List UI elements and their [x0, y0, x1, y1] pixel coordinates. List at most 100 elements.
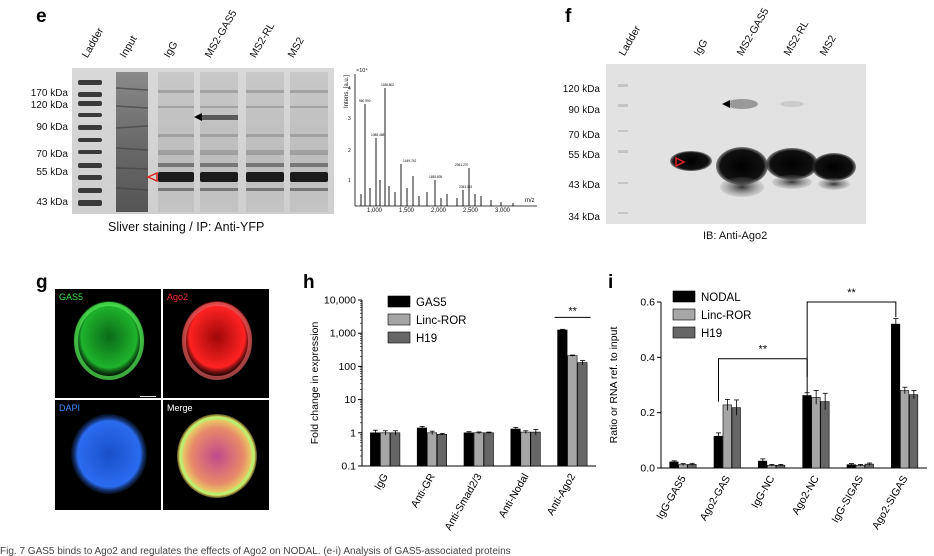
svg-text:1449.742: 1449.742 [403, 159, 417, 163]
bar [731, 407, 741, 469]
mw-marker: 90 kDa [36, 122, 68, 133]
mw-marker: 90 kDa [568, 105, 600, 116]
ms-xtick: 1,000 [367, 208, 383, 214]
legend-label: Linc-ROR [701, 310, 751, 322]
svg-text:1188.802: 1188.802 [381, 83, 394, 87]
x-tick-label: Ago2-GAS [698, 474, 733, 523]
ms-ytick: 1 [348, 178, 351, 184]
y-tick-label: 10,000 [324, 295, 356, 307]
bar [520, 431, 531, 467]
lane-label: MS2 [285, 35, 307, 60]
western-blot-image [606, 64, 866, 224]
x-tick-label: Ago2-NC [790, 473, 822, 517]
lane-label: MS2-RL [247, 20, 278, 60]
legend-swatch [387, 313, 411, 326]
bar [802, 395, 812, 469]
legend-label: H19 [416, 333, 437, 345]
significance-bracket [806, 301, 897, 377]
x-tick-label: Anti-Nodal [496, 472, 531, 520]
bar [713, 435, 723, 469]
x-tick-label: IgG-GAS5 [654, 473, 689, 521]
mw-marker: 70 kDa [568, 130, 600, 141]
bar [483, 432, 494, 467]
bar [426, 432, 437, 467]
bar [530, 431, 541, 467]
bar [820, 401, 830, 469]
ms-yexp: ×10⁴ [356, 68, 368, 74]
mw-marker: 55 kDa [36, 167, 68, 178]
y-tick-label: 0.2 [640, 407, 655, 419]
bar [510, 428, 521, 467]
x-tick-label: Ago2-SIGAS [870, 474, 910, 532]
ms-ytick: 4 [348, 86, 351, 92]
channel-label-ago2: Ago2 [167, 292, 189, 302]
figure-caption-footer: Fig. 7 GAS5 binds to Ago2 and regulates … [0, 546, 511, 556]
x-tick-label: Anti-Ago2 [545, 471, 579, 517]
black-arrowhead-marker [194, 113, 202, 121]
panel-label-h: h [303, 272, 315, 293]
ms-xtick: 1,500 [399, 208, 415, 214]
y-axis-label: Fold change in expression [309, 322, 321, 445]
channel-label-dapi: DAPI [59, 403, 81, 413]
lane-label: MS2-GAS5 [202, 8, 240, 60]
panel-label-f: f [565, 6, 572, 27]
ms-xtick: 2,000 [431, 208, 447, 214]
svg-text:1655.805: 1655.805 [429, 175, 443, 179]
legend-label: NODAL [701, 292, 741, 304]
red-arrowhead-marker [675, 156, 686, 168]
legend-swatch [387, 295, 411, 308]
channel-label-merge: Merge [167, 403, 193, 413]
x-tick-label: IgG [372, 472, 391, 493]
mw-marker: 55 kDa [568, 150, 600, 161]
lane-label: MS2-GAS5 [734, 6, 772, 58]
mw-marker: 170 kDa [30, 88, 68, 99]
svg-text:1088.468: 1088.468 [371, 133, 385, 137]
x-tick-label: IgG-SIGAS [829, 474, 866, 525]
x-tick-label: IgG-NC [749, 473, 777, 510]
y-tick-label: 1 [350, 427, 356, 439]
legend-label: H19 [701, 328, 722, 340]
legend-swatch [672, 290, 696, 303]
bar [567, 355, 578, 467]
bar [473, 432, 484, 467]
svg-text:2061.270: 2061.270 [455, 163, 469, 167]
y-tick-label: 0.6 [640, 297, 655, 309]
x-tick-label: Anti-GR [409, 471, 438, 510]
legend-swatch [387, 331, 411, 344]
ms-xtick: 2,500 [463, 208, 479, 214]
channel-label-gas5: GAS5 [59, 292, 84, 302]
bar [370, 432, 381, 467]
panel-label-e: e [36, 6, 47, 27]
blot-caption-f: IB: Anti-Ago2 [703, 230, 768, 242]
significance-label: ** [759, 344, 768, 356]
bar [722, 404, 732, 469]
red-arrowhead-marker [146, 171, 158, 183]
legend-swatch [672, 326, 696, 339]
mw-marker: 120 kDa [562, 84, 600, 95]
mw-marker: 70 kDa [36, 149, 68, 160]
lane-label: IgG [691, 37, 711, 58]
microscopy-dapi: DAPI [55, 400, 161, 510]
ms-xtick: 3,000 [495, 208, 511, 214]
mass-spec-spectrum: 960.990 1088.468 1188.802 1449.742 1655.… [343, 68, 539, 218]
svg-text:2353.091: 2353.091 [459, 185, 473, 189]
y-tick-label: 100 [338, 361, 356, 373]
svg-text:960.990: 960.990 [359, 99, 371, 103]
panel-label-i: i [608, 272, 614, 293]
bar [811, 397, 821, 469]
chart-h: 0.1 1 10 100 1,000 10,000 Fold change in expre… [309, 295, 596, 533]
y-tick-label: 0.4 [640, 352, 655, 364]
silver-stain-gel-image [72, 68, 334, 214]
y-axis-label: Ratio or RNA ref. to input [608, 327, 620, 444]
significance-bracket [718, 358, 808, 402]
legend-label: Linc-ROR [416, 315, 466, 327]
x-tick-label: Anti-Smad2/3 [442, 471, 484, 532]
bar [557, 329, 568, 467]
black-arrowhead-marker [722, 100, 730, 108]
ms-ytick: 2 [348, 148, 351, 154]
microscopy-ago2: Ago2 [163, 289, 269, 398]
legend-swatch [672, 308, 696, 321]
lane-label: Ladder [79, 25, 107, 61]
mw-marker: 120 kDa [30, 100, 68, 111]
lane-label: Input [117, 33, 140, 60]
